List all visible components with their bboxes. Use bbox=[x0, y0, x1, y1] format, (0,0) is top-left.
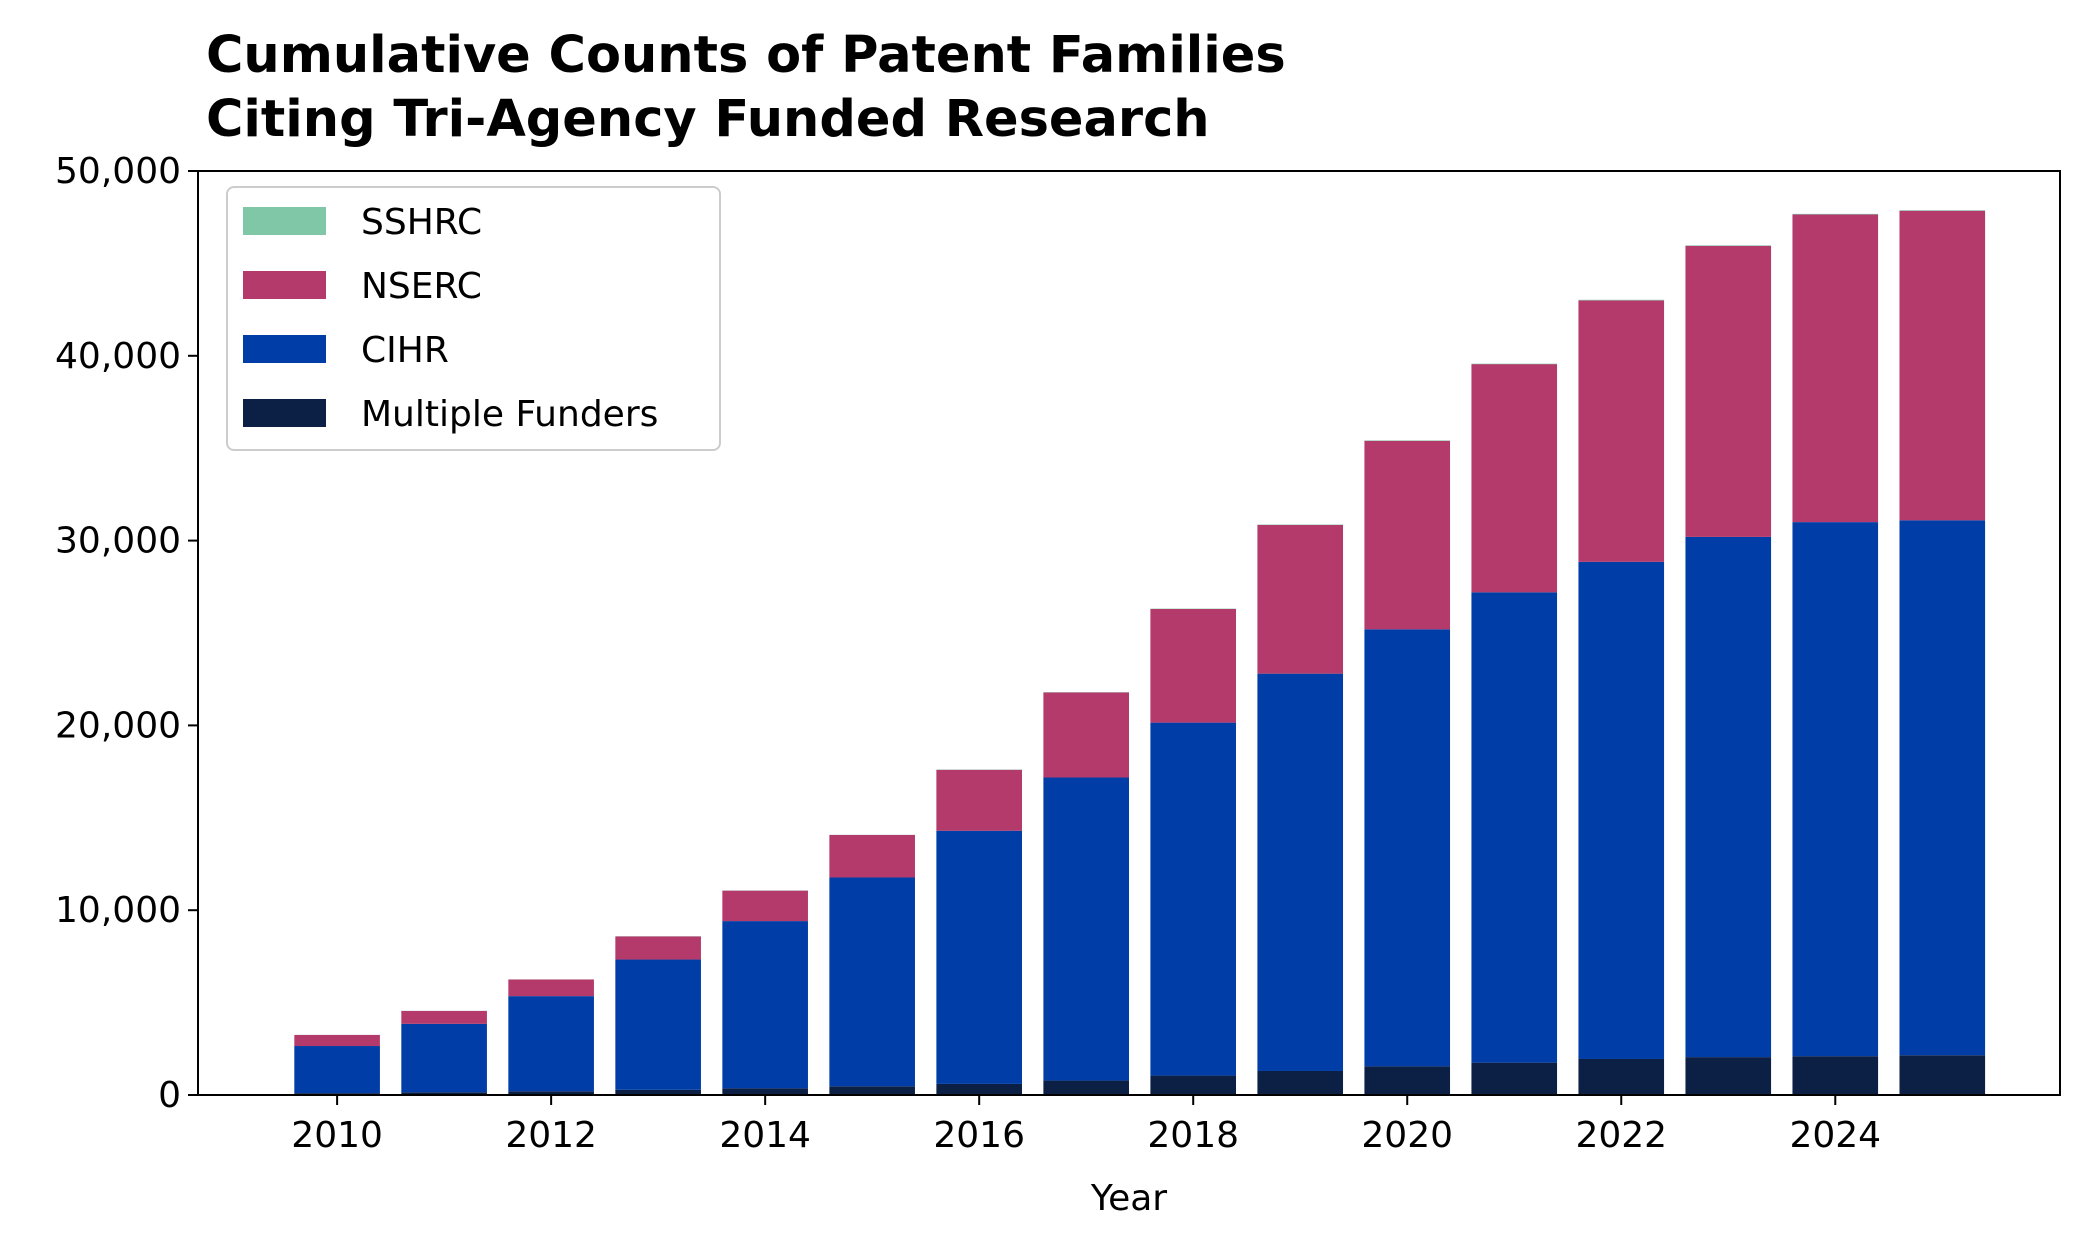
x-tick-label: 2012 bbox=[505, 1115, 597, 1156]
bar-cihr-2017 bbox=[1043, 778, 1129, 1081]
x-tick-label: 2016 bbox=[933, 1115, 1025, 1156]
y-tick-label: 40,000 bbox=[55, 336, 181, 377]
y-tick-label: 20,000 bbox=[55, 705, 181, 746]
y-axis: 0 10,000 20,000 30,000 40,000 50,000 bbox=[55, 151, 198, 1116]
bar-nserc-2012 bbox=[508, 980, 594, 997]
bar-cihr-2018 bbox=[1150, 723, 1236, 1076]
bar-sshrc-2025 bbox=[1899, 210, 1985, 211]
x-tick-label: 2024 bbox=[1789, 1115, 1881, 1156]
bar-multiple-funders-2022 bbox=[1578, 1059, 1664, 1095]
bar-multiple-funders-2025 bbox=[1899, 1055, 1985, 1095]
bar-multiple-funders-2016 bbox=[936, 1084, 1022, 1095]
bar-nserc-2010 bbox=[294, 1035, 380, 1046]
legend-swatch-sshrc bbox=[243, 207, 326, 235]
x-tick-label: 2010 bbox=[291, 1115, 383, 1156]
bar-multiple-funders-2017 bbox=[1043, 1081, 1129, 1095]
x-tick-label: 2020 bbox=[1361, 1115, 1453, 1156]
bar-nserc-2024 bbox=[1792, 214, 1878, 522]
bar-cihr-2021 bbox=[1471, 592, 1557, 1062]
bar-nserc-2011 bbox=[401, 1011, 487, 1024]
bar-multiple-funders-2019 bbox=[1257, 1071, 1343, 1095]
y-tick-label: 10,000 bbox=[55, 890, 181, 931]
y-tick-label: 0 bbox=[158, 1075, 181, 1116]
bar-nserc-2020 bbox=[1364, 441, 1450, 629]
bar-nserc-2018 bbox=[1150, 609, 1236, 723]
bar-multiple-funders-2018 bbox=[1150, 1076, 1236, 1095]
legend-label: CIHR bbox=[361, 330, 449, 371]
bar-cihr-2025 bbox=[1899, 520, 1985, 1055]
x-tick-label: 2022 bbox=[1575, 1115, 1667, 1156]
y-tick-label: 50,000 bbox=[55, 151, 181, 192]
bar-cihr-2024 bbox=[1792, 522, 1878, 1056]
bar-nserc-2021 bbox=[1471, 364, 1557, 592]
bar-cihr-2023 bbox=[1685, 537, 1771, 1057]
bar-nserc-2014 bbox=[722, 891, 808, 921]
y-tick-label: 30,000 bbox=[55, 521, 181, 562]
bar-cihr-2020 bbox=[1364, 629, 1450, 1066]
bar-multiple-funders-2020 bbox=[1364, 1066, 1450, 1095]
bar-cihr-2019 bbox=[1257, 674, 1343, 1071]
bar-multiple-funders-2015 bbox=[829, 1086, 915, 1095]
bar-multiple-funders-2023 bbox=[1685, 1057, 1771, 1095]
legend-swatch-nserc bbox=[243, 271, 326, 299]
legend-label: SSHRC bbox=[361, 202, 482, 243]
bar-nserc-2016 bbox=[936, 770, 1022, 831]
legend-label: NSERC bbox=[361, 266, 482, 307]
bar-sshrc-2022 bbox=[1578, 300, 1664, 301]
x-tick-label: 2014 bbox=[719, 1115, 811, 1156]
bar-nserc-2022 bbox=[1578, 300, 1664, 561]
bar-cihr-2022 bbox=[1578, 562, 1664, 1059]
bar-cihr-2013 bbox=[615, 960, 701, 1090]
legend-swatch-multiple-funders bbox=[243, 399, 326, 427]
bar-cihr-2011 bbox=[401, 1024, 487, 1092]
bar-cihr-2014 bbox=[722, 921, 808, 1088]
chart-title-line-1: Cumulative Counts of Patent Families bbox=[206, 26, 1286, 85]
bar-cihr-2010 bbox=[294, 1046, 380, 1093]
bar-nserc-2023 bbox=[1685, 246, 1771, 537]
chart-title-line-2: Citing Tri-Agency Funded Research bbox=[206, 90, 1210, 149]
bar-nserc-2017 bbox=[1043, 693, 1129, 778]
bar-cihr-2016 bbox=[936, 831, 1022, 1084]
bar-sshrc-2024 bbox=[1792, 214, 1878, 215]
legend-swatch-cihr bbox=[243, 335, 326, 363]
bar-multiple-funders-2021 bbox=[1471, 1063, 1557, 1095]
bar-nserc-2015 bbox=[829, 835, 915, 878]
x-axis: 2010 2012 2014 2016 2018 2020 2022 2024 bbox=[291, 1095, 1881, 1156]
legend-label: Multiple Funders bbox=[361, 394, 658, 435]
x-tick-label: 2018 bbox=[1147, 1115, 1239, 1156]
bar-nserc-2019 bbox=[1257, 525, 1343, 674]
legend: SSHRC NSERC CIHR Multiple Funders bbox=[227, 187, 720, 450]
bar-multiple-funders-2024 bbox=[1792, 1056, 1878, 1095]
bar-cihr-2015 bbox=[829, 877, 915, 1086]
bar-cihr-2012 bbox=[508, 996, 594, 1091]
bar-nserc-2025 bbox=[1899, 211, 1985, 521]
x-axis-label: Year bbox=[1090, 1178, 1167, 1219]
bar-sshrc-2023 bbox=[1685, 245, 1771, 246]
bar-nserc-2013 bbox=[615, 936, 701, 959]
